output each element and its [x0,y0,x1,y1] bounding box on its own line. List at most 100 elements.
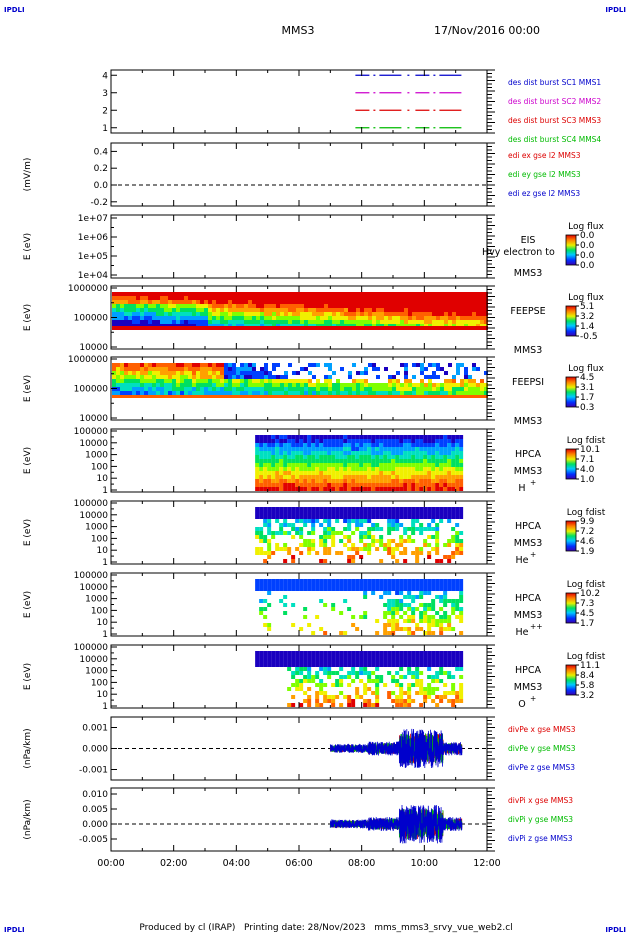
spectrogram-cell [224,383,228,387]
hpca-he-colorbar [565,520,577,552]
spectrogram-cell [371,659,376,663]
spectrogram-cell [140,304,144,308]
spectrogram-cell [459,611,464,615]
spectrogram-cell [439,599,444,603]
spectrogram-cell [356,296,360,300]
spectrogram-cell [303,507,308,511]
spectrogram-cell [228,308,232,312]
spectrogram-cell [367,547,372,551]
spectrogram-cell [428,308,432,312]
spectrogram-cell [427,535,432,539]
spectrogram-cell [416,387,420,391]
spectrogram-cell [355,459,360,463]
spectrogram-cell [400,383,404,387]
spectrogram-cell [451,651,456,655]
spectrogram-cell [427,675,432,679]
spectrogram-cell [367,703,372,707]
spectrogram-cell [176,383,180,387]
spectrogram-cell [160,371,164,375]
spectrogram-cell [407,507,412,511]
spectrogram-cell [244,326,248,330]
spectrogram-cell [176,312,180,316]
divpe-legend-entry: divPe x gse MMS3 [508,725,576,734]
spectrogram-cell [347,435,352,439]
spectrogram-cell [424,395,428,398]
spectrogram-cell [172,371,176,375]
spectrogram-cell [287,459,292,463]
spectrogram-cell [319,543,324,547]
spectrogram-cell [392,320,396,324]
spectrogram-cell [220,316,224,320]
spectrogram-cell [423,659,428,663]
spectrogram-cell [359,579,364,583]
spectrogram-cell [359,695,364,699]
spectrogram-cell [455,475,460,479]
spectrogram-cell [432,391,436,395]
spectrogram-cell [400,312,404,316]
spectrogram-cell [164,383,168,387]
hpca-h-charge-label: + [530,478,536,487]
spectrogram-cell [260,371,264,375]
spectrogram-cell [480,395,484,398]
spectrogram-cell [244,312,248,316]
spectrogram-cell [407,683,412,687]
spectrogram-cell [416,383,420,387]
spectrogram-cell [376,296,380,300]
spectrogram-cell [319,683,324,687]
spectrogram-cell [319,487,324,491]
spectrogram-cell [240,383,244,387]
spectrogram-cell [392,391,396,395]
spectrogram-cell [455,587,460,591]
spectrogram-cell [224,320,228,324]
feepsi-ytick-label: 10000 [79,414,108,424]
spectrogram-cell [363,447,368,451]
spectrogram-cell [451,583,456,587]
spectrogram-cell [112,308,116,312]
spectrogram-cell [232,387,236,391]
spectrogram-cell [444,387,448,391]
spectrogram-cell [339,471,344,475]
spectrogram-cell [451,579,456,583]
spectrogram-cell [343,543,348,547]
spectrogram-cell [360,304,364,308]
spectrogram-cell [291,467,296,471]
spectrogram-cell [327,579,332,583]
spectrogram-cell [260,391,264,395]
spectrogram-cell [276,300,280,304]
spectrogram-cell [464,296,468,300]
spectrogram-cell [184,296,188,300]
spectrogram-cell [327,527,332,531]
spectrogram-cell [456,304,460,308]
spectrogram-cell [432,308,436,312]
spectrogram-cell [356,387,360,391]
spectrogram-cell [444,312,448,316]
spectrogram-cell [443,671,448,675]
spectrogram-cell [172,379,176,383]
spectrogram-cell [363,443,368,447]
spectrogram-cell [279,527,284,531]
spectrogram-cell [372,383,376,387]
spectrogram-cell [411,463,416,467]
spectrogram-cell [403,435,408,439]
spectrogram-cell [172,300,176,304]
spectrogram-cell [363,687,368,691]
spectrogram-cell [395,451,400,455]
spectrogram-cell [144,387,148,391]
spectrogram-cell [255,663,260,667]
spectrogram-cell [339,679,344,683]
spectrogram-cell [423,695,428,699]
spectrogram-cell [443,691,448,695]
spectrogram-cell [303,471,308,475]
spectrogram-cell [451,691,456,695]
spectrogram-cell [291,683,296,687]
spectrogram-cell [312,391,316,395]
spectrogram-cell [267,511,272,515]
spectrogram-cell [331,583,336,587]
spectrogram-cell [403,655,408,659]
spectrogram-cell [156,379,160,383]
spectrogram-cell [192,316,196,320]
spectrogram-cell [355,691,360,695]
spectrogram-cell [319,655,324,659]
spectrogram-cell [391,519,396,523]
